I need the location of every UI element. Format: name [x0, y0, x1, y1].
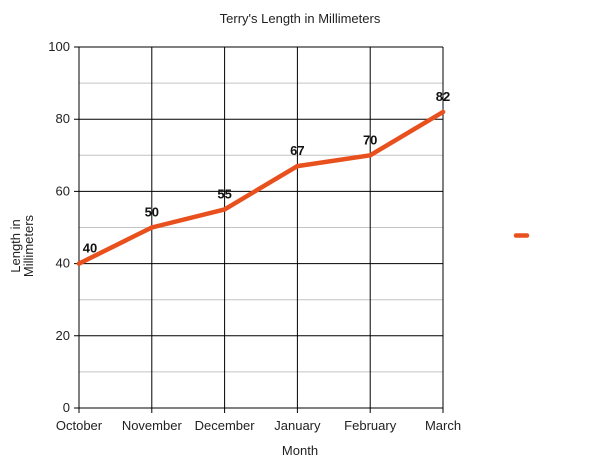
data-label: 67: [290, 143, 304, 158]
y-axis-ticks: 0 20 40 60 80 100: [48, 39, 70, 415]
y-tick-label: 40: [56, 256, 70, 271]
y-tick-label: 80: [56, 111, 70, 126]
major-gridlines: [74, 46, 444, 413]
x-tick-label: January: [274, 418, 321, 433]
y-tick-label: 60: [56, 183, 70, 198]
data-point: [368, 153, 373, 158]
data-label: 50: [145, 205, 159, 220]
x-tick-label: October: [56, 418, 103, 433]
data-point: [149, 225, 154, 230]
x-axis-ticks: October November December January February Ma…: [56, 418, 461, 433]
data-label: 82: [436, 89, 450, 104]
y-axis-label-line-1: Length in: [8, 219, 23, 273]
y-axis-label: Length in Millimeters: [8, 214, 36, 277]
y-tick-label: 100: [48, 39, 70, 54]
x-tick-label: March: [425, 418, 461, 433]
data-point: [222, 207, 227, 212]
data-point: [76, 261, 82, 266]
data-label: 55: [217, 186, 231, 201]
x-tick-label: November: [122, 418, 183, 433]
series-line: [76, 109, 446, 266]
y-tick-label: 20: [56, 328, 70, 343]
data-point: [440, 109, 446, 115]
data-label: 40: [83, 241, 97, 256]
y-axis-label-line-2: Millimeters: [21, 214, 36, 277]
x-tick-label: December: [195, 418, 256, 433]
data-label: 70: [363, 132, 377, 147]
series-group: [76, 109, 446, 266]
x-axis-label: Month: [282, 443, 318, 458]
minor-gridlines: [79, 82, 443, 373]
chart-title: Terry's Length in Millimeters: [220, 11, 381, 26]
data-labels: 40 50 55 67 70 82: [83, 89, 450, 256]
data-point: [295, 163, 300, 169]
y-tick-label: 0: [63, 400, 70, 415]
x-tick-label: February: [344, 418, 397, 433]
